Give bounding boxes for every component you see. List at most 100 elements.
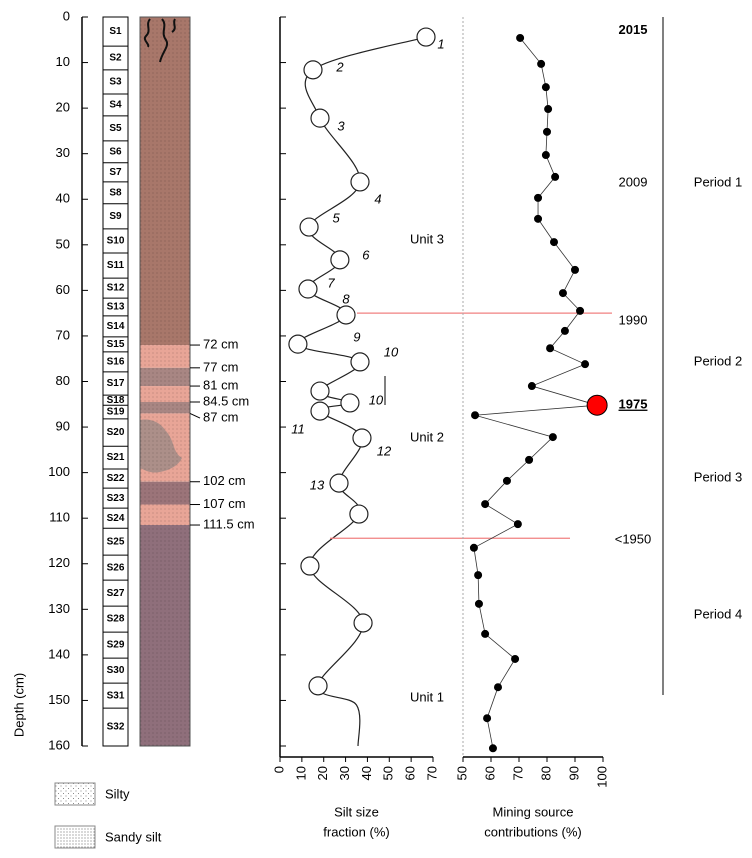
period-label: Period 2 — [694, 353, 742, 368]
y-tick-label: 50 — [56, 236, 70, 251]
sample-label: S2 — [109, 53, 122, 64]
sample-label: S18 — [107, 395, 125, 406]
y-tick-label: 30 — [56, 145, 70, 160]
sample-point — [330, 474, 348, 492]
data-point — [475, 572, 482, 579]
depth-marker — [190, 413, 200, 418]
data-point — [542, 84, 549, 91]
sample-label: S30 — [107, 665, 125, 676]
annotation: Unit 3 — [410, 232, 444, 247]
point-label: 13 — [310, 478, 325, 493]
highlight-point — [587, 395, 607, 415]
x-tick-label: 60 — [482, 766, 497, 780]
sample-point — [311, 382, 329, 400]
x-axis-label: Silt size — [334, 804, 379, 819]
x-tick-label: 70 — [510, 766, 525, 780]
data-point — [577, 307, 584, 314]
period-label: Period 3 — [694, 470, 742, 485]
sample-point — [337, 306, 355, 324]
data-point — [561, 327, 568, 334]
data-point — [503, 477, 510, 484]
point-label: 1 — [437, 36, 444, 51]
sample-label: S19 — [107, 407, 125, 418]
y-tick-label: 120 — [48, 555, 70, 570]
legend-swatch — [55, 783, 95, 805]
data-point — [512, 655, 519, 662]
x-tick-label: 10 — [293, 766, 308, 780]
data-point — [572, 266, 579, 273]
data-point — [545, 106, 552, 113]
y-tick-label: 0 — [63, 8, 70, 23]
y-tick-label: 150 — [48, 692, 70, 707]
point-label: 7 — [327, 275, 335, 290]
sample-label: S17 — [107, 378, 125, 389]
y-tick-label: 100 — [48, 464, 70, 479]
data-point — [582, 361, 589, 368]
sample-point — [353, 429, 371, 447]
point-label: 4 — [374, 191, 381, 206]
y-tick-label: 40 — [56, 191, 70, 206]
x-axis-label: contributions (%) — [484, 824, 582, 839]
data-point — [535, 194, 542, 201]
x-tick-label: 90 — [566, 766, 581, 780]
x-tick-label: 80 — [538, 766, 553, 780]
data-point — [528, 383, 535, 390]
sample-point — [351, 353, 369, 371]
y-tick-label: 90 — [56, 419, 70, 434]
sample-label: S5 — [109, 123, 122, 134]
period-label: Period 1 — [694, 174, 742, 189]
y-tick-label: 70 — [56, 327, 70, 342]
y-tick-label: 160 — [48, 737, 70, 752]
sample-label: S7 — [109, 167, 122, 178]
x-tick-label: 0 — [271, 766, 286, 773]
point-label: 10 — [369, 392, 384, 407]
sample-point — [417, 28, 435, 46]
x-tick-label: 70 — [424, 766, 439, 780]
sample-point — [304, 61, 322, 79]
sample-label: S8 — [109, 188, 122, 199]
x-axis-label: fraction (%) — [323, 824, 389, 839]
data-point — [495, 684, 502, 691]
y-axis-label: Depth (cm) — [11, 673, 26, 737]
data-point — [482, 630, 489, 637]
sample-label: S24 — [107, 513, 125, 524]
annotation: 1990 — [619, 312, 648, 327]
annotation: <1950 — [615, 531, 652, 546]
sample-point — [311, 109, 329, 127]
sample-label: S12 — [107, 283, 125, 294]
annotation: Unit 2 — [410, 429, 444, 444]
y-tick-label: 10 — [56, 54, 70, 69]
sample-point — [354, 614, 372, 632]
x-axis-label: Mining source — [493, 804, 574, 819]
annotation: 2009 — [619, 174, 648, 189]
point-label: 9 — [353, 330, 360, 345]
data-point — [542, 152, 549, 159]
sample-point — [311, 402, 329, 420]
annotation: 2015 — [619, 22, 648, 37]
data-point — [551, 239, 558, 246]
sample-label: S21 — [107, 452, 125, 463]
data-point — [549, 434, 556, 441]
depth-marker-label: 87 cm — [203, 409, 238, 424]
sample-point — [309, 677, 327, 695]
legend-label: Silty — [105, 786, 130, 801]
sample-label: S27 — [107, 588, 125, 599]
sample-label: S31 — [107, 690, 125, 701]
data-point — [547, 345, 554, 352]
sample-label: S23 — [107, 493, 125, 504]
point-label: 11 — [291, 422, 305, 437]
sample-label: S25 — [107, 536, 125, 547]
sample-label: S6 — [109, 147, 122, 158]
legend-label: Sandy silt — [105, 829, 162, 844]
x-tick-label: 40 — [359, 766, 374, 780]
data-point — [470, 544, 477, 551]
point-label: 3 — [337, 119, 345, 134]
point-label: 5 — [332, 210, 340, 225]
x-tick-label: 50 — [454, 766, 469, 780]
sample-point — [289, 335, 307, 353]
depth-marker-label: 81 cm — [203, 377, 238, 392]
sample-label: S29 — [107, 640, 125, 651]
sample-point — [351, 173, 369, 191]
sample-label: S13 — [107, 302, 125, 313]
data-point — [517, 34, 524, 41]
